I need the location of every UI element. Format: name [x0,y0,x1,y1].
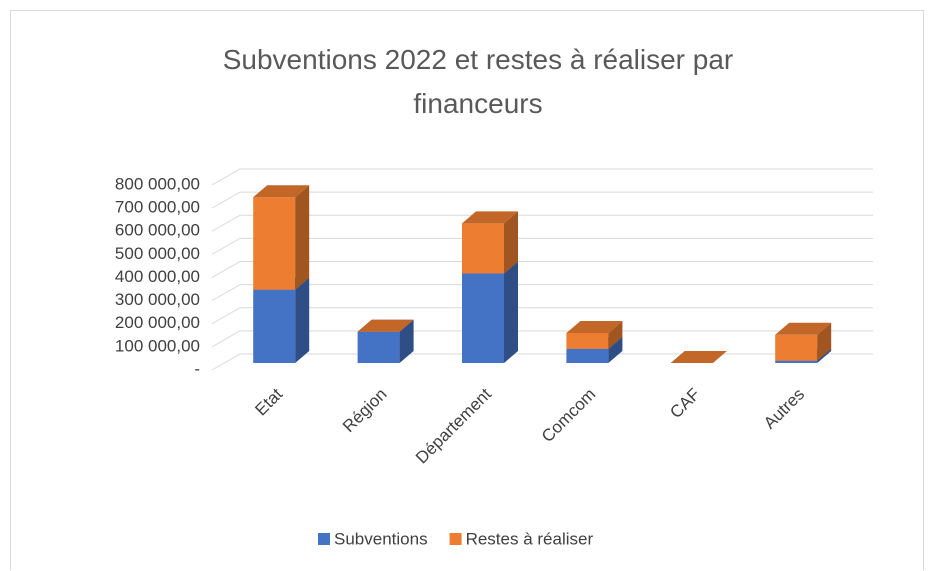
chart-title: Subventions 2022 et restes à réaliser pa… [222,44,734,119]
bar-top [670,351,727,363]
bar [566,320,623,349]
grid-line [211,168,873,186]
legend-swatch [449,533,462,545]
bar-front [775,360,818,363]
grid-line [211,353,873,371]
bar-side [295,185,310,290]
y-tick-label: 700 000,00 [115,198,200,217]
bar [253,185,310,290]
bar-front [462,223,504,274]
bar [253,277,310,363]
bar-side [504,211,518,274]
y-tick-label: 300 000,00 [115,290,200,309]
bar-front [566,332,609,349]
x-tick-label: Etat [251,384,286,419]
grid-line [211,330,873,348]
x-tick-label: Département [412,384,495,467]
bar-top [357,319,414,332]
legend-label: Restes à réaliser [466,529,594,548]
y-tick-label: 800 000,00 [115,174,200,193]
y-tick-label: 500 000,00 [115,244,200,263]
bar [670,351,727,363]
bar-front [566,348,609,363]
bar [462,211,518,274]
bar-front [462,273,504,363]
bar [462,261,518,363]
bar-front [775,334,818,361]
y-tick-label: - [194,359,200,378]
bar-side [608,320,623,349]
x-tick-label: CAF [666,385,703,422]
bar-front [253,197,296,290]
bar-side [817,348,832,363]
bar [775,322,832,361]
bar-side [504,261,518,363]
bar-top [566,320,623,333]
grid-line [211,284,873,302]
legend-label: Subventions [334,529,428,548]
bar-side [295,277,310,363]
x-tick-label: Région [339,385,391,437]
y-tick-label: 600 000,00 [115,221,200,240]
bar-top [775,322,832,335]
bar-top [462,211,518,224]
grid-line [211,261,873,278]
grid-line [211,214,873,232]
x-tick-label: Autres [760,385,808,433]
bar [357,319,414,332]
grid-line [211,237,873,255]
bar-front [253,289,296,363]
bar-side [817,322,832,361]
bar-side [608,336,623,363]
x-tick-label: Comcom [538,385,600,447]
y-tick-label: 100 000,00 [115,336,200,355]
legend-swatch [318,533,330,545]
bar-top [253,185,310,198]
grid-line [211,307,873,325]
bar-side [399,319,414,363]
bar-front [357,331,400,363]
y-tick-label: 400 000,00 [115,267,200,286]
y-tick-label: 200 000,00 [115,313,200,332]
grid-line [211,191,873,209]
